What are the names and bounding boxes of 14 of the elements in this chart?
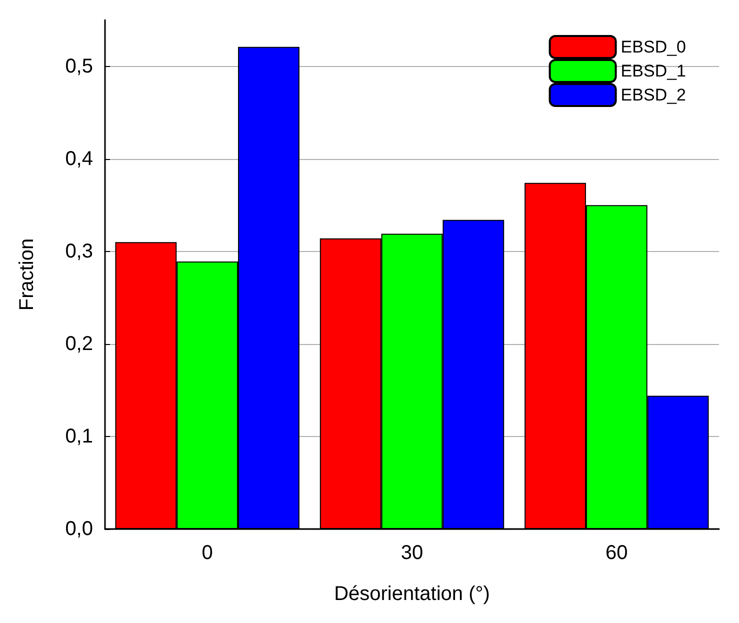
x-tick-label: 60 bbox=[606, 542, 628, 564]
x-tick-label: 30 bbox=[400, 542, 424, 564]
y-tick-label: 0,3 bbox=[65, 240, 93, 262]
y-tick-label: 0,2 bbox=[65, 332, 93, 355]
y-tick-label: 0,5 bbox=[65, 55, 93, 78]
x-axis-title: Désorientation (°) bbox=[334, 583, 490, 605]
legend-label: EBSD_1 bbox=[620, 62, 686, 80]
y-tick-label: 0,1 bbox=[65, 425, 93, 448]
legend-label: EBSD_0 bbox=[620, 38, 686, 56]
y-axis-title: Fraction bbox=[16, 238, 38, 311]
x-tick-label: 0 bbox=[202, 542, 213, 564]
y-tick-label: 0,0 bbox=[65, 518, 93, 540]
y-tick-label: 0,4 bbox=[65, 148, 93, 170]
legend-label: EBSD_2 bbox=[620, 86, 686, 104]
